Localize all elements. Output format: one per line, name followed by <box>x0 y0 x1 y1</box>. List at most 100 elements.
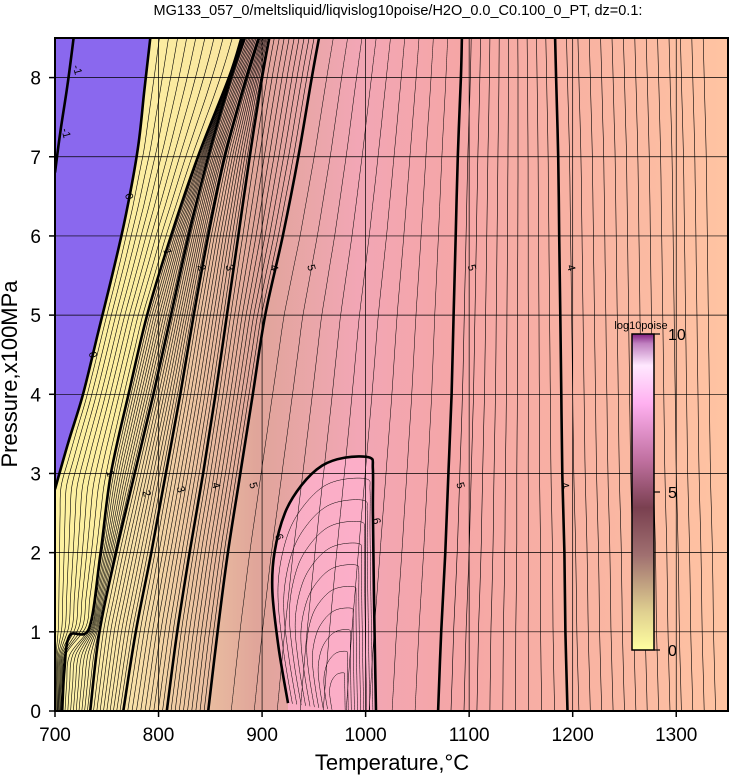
major-contour <box>60 38 243 711</box>
colorbar-gradient <box>631 333 655 651</box>
y-tick-label: 0 <box>30 702 41 723</box>
minor-contour <box>476 38 491 711</box>
minor-contour <box>195 38 305 711</box>
minor-contour <box>59 38 206 711</box>
y-tick-label: 8 <box>30 69 41 90</box>
minor-contour <box>502 38 509 711</box>
colorbar-title: log10poise <box>614 320 667 332</box>
contour-label: 4 <box>267 263 280 272</box>
minor-contour <box>306 586 358 711</box>
minor-contour <box>600 38 614 711</box>
svg-text:-1: -1 <box>70 64 84 77</box>
minor-contour <box>127 38 261 711</box>
major-contour <box>553 38 569 711</box>
minor-contour <box>702 38 716 711</box>
minor-contour <box>199 38 310 711</box>
minor-contour <box>283 499 371 711</box>
minor-contour <box>144 38 265 711</box>
minor-contour <box>611 38 625 711</box>
minor-contour <box>60 38 224 711</box>
minor-contour <box>103 38 251 711</box>
colorbar-tick-label: 10 <box>668 327 686 344</box>
minor-contour <box>691 38 705 711</box>
contour-label: 4 <box>209 481 222 490</box>
minor-contour <box>323 650 349 711</box>
svg-text:3: 3 <box>174 485 187 494</box>
contour-label: 2 <box>194 263 207 272</box>
contour-label: 0 <box>86 350 99 359</box>
minor-contour <box>450 38 472 711</box>
chart-title: MG133_057_0/meltsliquid/liqvislog10poise… <box>154 3 643 19</box>
minor-contour <box>56 38 178 711</box>
minor-contour <box>96 38 248 711</box>
region-below-zero <box>55 38 151 490</box>
minor-contour <box>178 38 285 711</box>
colorbar: log10poise 0 5 10 <box>614 320 686 660</box>
minor-contour <box>109 38 254 711</box>
y-tick-label: 7 <box>30 148 41 169</box>
minor-contour <box>203 38 315 711</box>
contour-label: 5 <box>465 263 478 272</box>
minor-contour <box>368 38 420 711</box>
minor-contour <box>545 38 555 711</box>
minor-contour <box>536 38 542 711</box>
svg-text:0: 0 <box>86 350 99 359</box>
major-contour <box>436 38 464 711</box>
contour-label: 2 <box>140 489 153 498</box>
minor-contour <box>81 38 244 711</box>
minor-contour <box>515 38 519 711</box>
contour-label: 0 <box>122 192 135 201</box>
minor-contour <box>294 542 364 711</box>
y-axis-title: Pressure,x100MPa <box>0 280 22 468</box>
minor-contour <box>414 38 448 711</box>
svg-text:-1: -1 <box>58 127 72 140</box>
contour-label: 6 <box>369 517 382 526</box>
minor-contour <box>299 38 377 711</box>
colorbar-tick-label: 5 <box>668 485 677 502</box>
minor-contour <box>657 38 671 711</box>
minor-contour <box>322 38 391 711</box>
contour-label: 5 <box>246 481 259 490</box>
svg-text:5: 5 <box>304 263 317 272</box>
minor-contour <box>345 38 406 711</box>
region-above-six <box>272 456 376 711</box>
minor-contour <box>70 38 243 711</box>
minor-contour <box>463 38 481 711</box>
minor-contour <box>391 38 434 711</box>
minor-contour <box>300 564 361 711</box>
svg-text:1: 1 <box>103 469 116 478</box>
minor-contour <box>183 38 290 711</box>
svg-text:5: 5 <box>453 481 466 490</box>
svg-text:5: 5 <box>246 481 259 490</box>
svg-text:6: 6 <box>272 533 285 542</box>
minor-contour <box>136 38 263 711</box>
plot-frame <box>54 37 729 712</box>
x-tick-label: 1200 <box>552 725 594 746</box>
minor-contour <box>526 38 529 711</box>
minor-contour <box>253 38 348 711</box>
minor-contour <box>162 38 269 711</box>
minor-contour <box>61 38 233 711</box>
minor-contour <box>329 672 346 711</box>
minor-contour <box>58 38 197 711</box>
minor-contour <box>55 38 160 711</box>
x-axis-title: Temperature,°C <box>315 750 469 775</box>
major-contour <box>88 38 246 711</box>
x-tick-label: 1300 <box>655 725 697 746</box>
major-contour <box>206 38 321 711</box>
y-tick-label: 2 <box>30 544 41 565</box>
minor-contour <box>276 38 363 711</box>
svg-text:0: 0 <box>122 192 135 201</box>
minor-contour <box>230 38 334 711</box>
x-tick-label: 900 <box>246 725 278 746</box>
svg-text:2: 2 <box>140 489 153 498</box>
contour-label: 4 <box>564 263 577 272</box>
svg-text:6: 6 <box>369 517 382 526</box>
minor-contour <box>157 38 268 711</box>
x-tick-label: 700 <box>39 725 71 746</box>
minor-contour <box>489 38 500 711</box>
minor-contour <box>56 38 169 711</box>
minor-contour <box>131 38 262 711</box>
minor-contour <box>59 38 215 711</box>
svg-text:3: 3 <box>222 263 235 272</box>
